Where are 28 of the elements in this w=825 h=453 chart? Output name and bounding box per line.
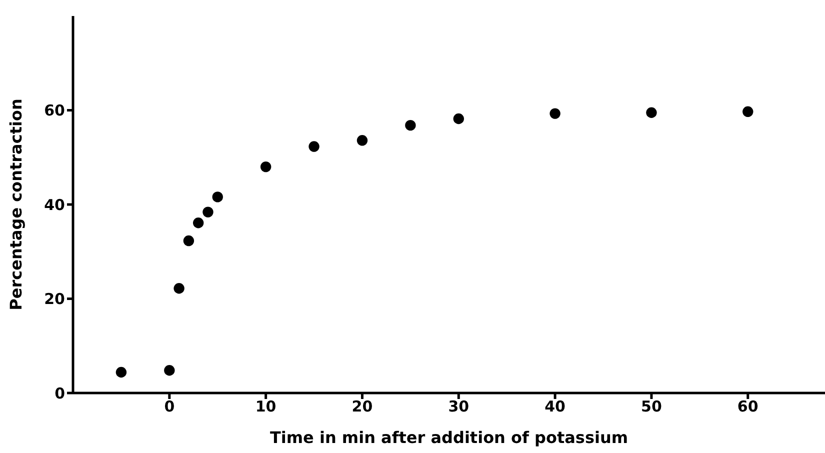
y-tick-label: 20	[44, 290, 65, 308]
x-tick-label: 30	[448, 398, 470, 416]
point	[202, 206, 214, 218]
point	[356, 135, 368, 146]
point	[308, 141, 320, 152]
y-tick-label: 60	[44, 102, 65, 120]
point	[742, 106, 754, 118]
point	[164, 365, 175, 376]
y-tick-label: 40	[44, 196, 65, 214]
x-tick-label: 40	[544, 398, 566, 416]
x-tick-label: 60	[737, 398, 758, 416]
point	[212, 192, 223, 202]
y-tick-label: 0	[54, 384, 65, 402]
point	[453, 113, 464, 124]
x-tick-label: 20	[352, 398, 373, 416]
point	[192, 218, 204, 228]
point	[260, 161, 272, 172]
y-axis-title: Percentage contraction	[6, 98, 26, 310]
point	[116, 366, 127, 378]
point	[405, 120, 416, 131]
x-axis-title: Time in min after addition of potassium	[270, 428, 628, 447]
point	[646, 107, 657, 118]
x-tick-label: 50	[641, 398, 662, 416]
x-tick-label: 10	[255, 398, 276, 416]
x-tick-label: 0	[164, 398, 175, 416]
point	[183, 235, 194, 246]
point	[550, 108, 560, 119]
point	[174, 283, 184, 294]
